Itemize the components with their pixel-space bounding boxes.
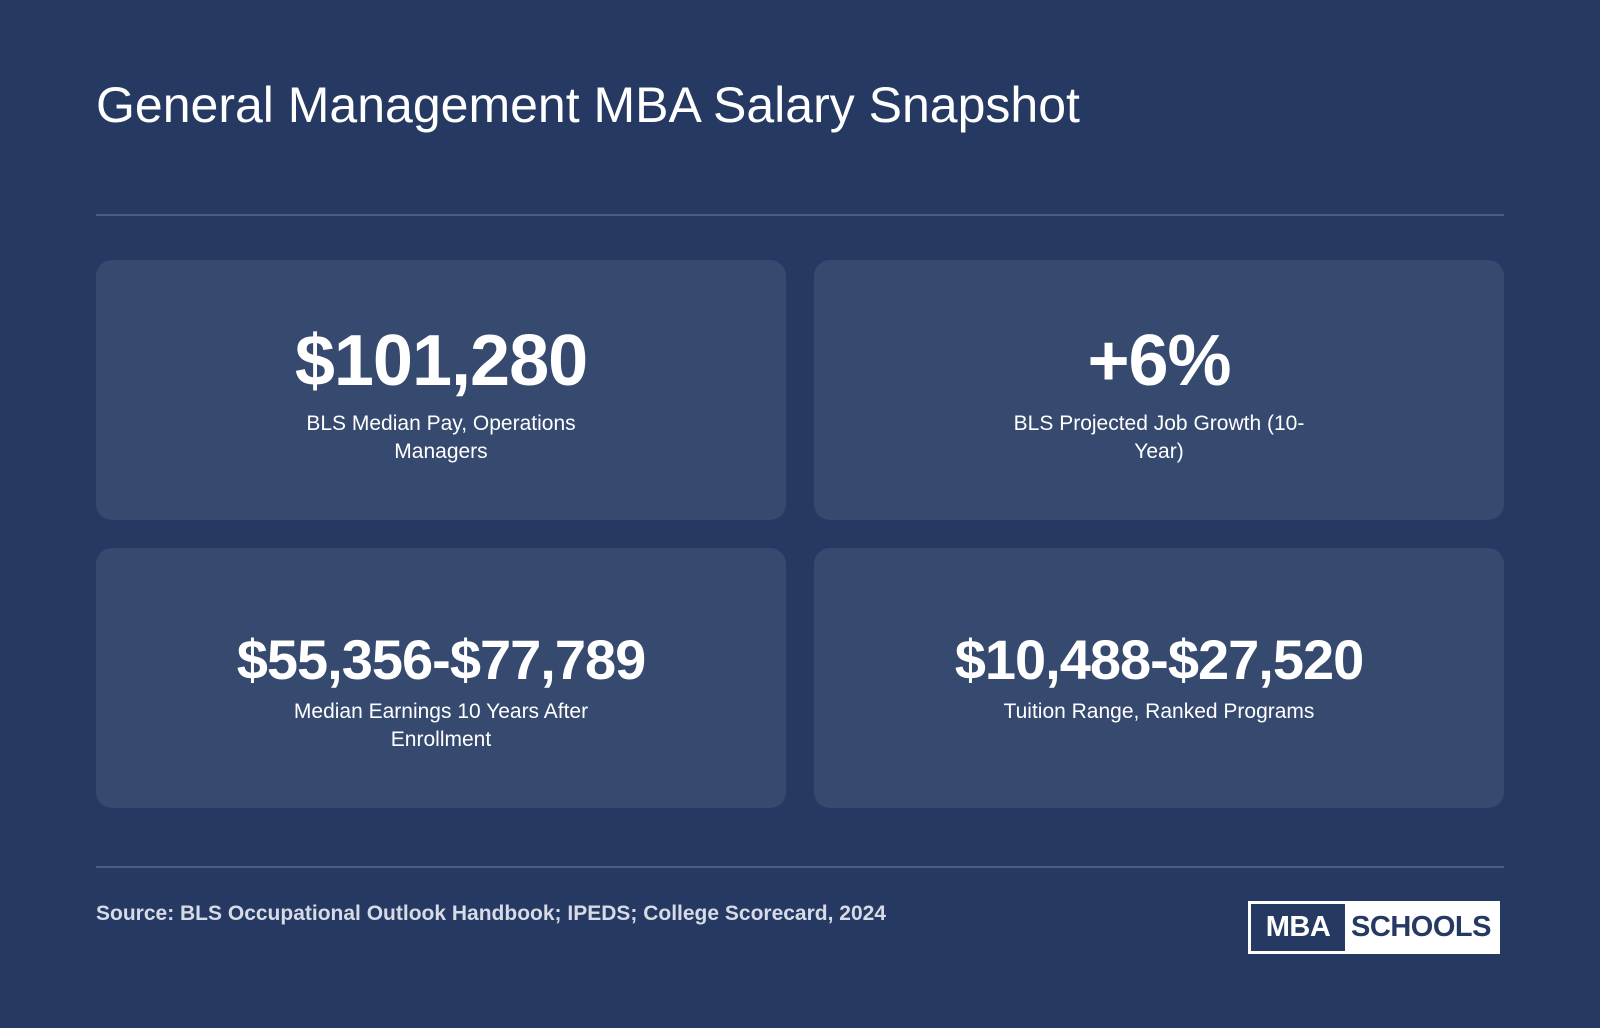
stats-grid: $101,280 BLS Median Pay, Operations Mana… (96, 260, 1504, 808)
stat-label: Median Earnings 10 Years After Enrollmen… (293, 700, 589, 751)
stat-value: +6% (1087, 321, 1231, 401)
stat-card-tuition-range: $10,488-$27,520 Tuition Range, Ranked Pr… (814, 548, 1504, 808)
stat-label: Tuition Range, Ranked Programs (1003, 700, 1315, 723)
header-divider (96, 214, 1504, 216)
page-title: General Management MBA Salary Snapshot (96, 77, 1080, 133)
footer-divider (96, 866, 1504, 868)
stat-label: BLS Projected Job Growth (10-Year) (1013, 412, 1305, 463)
stat-card-median-pay: $101,280 BLS Median Pay, Operations Mana… (96, 260, 786, 520)
mba-schools-logo: MBA SCHOOLS (1248, 901, 1500, 954)
stat-value: $55,356-$77,789 (236, 628, 647, 691)
stat-card-median-earnings: $55,356-$77,789 Median Earnings 10 Years… (96, 548, 786, 808)
stat-value: $101,280 (294, 321, 588, 401)
logo-mba-text: MBA (1251, 904, 1345, 951)
stat-card-job-growth: +6% BLS Projected Job Growth (10-Year) (814, 260, 1504, 520)
source-note: Source: BLS Occupational Outlook Handboo… (96, 902, 887, 925)
stat-label: BLS Median Pay, Operations Managers (306, 412, 576, 463)
logo-schools-text: SCHOOLS (1345, 904, 1497, 951)
stat-value: $10,488-$27,520 (954, 628, 1365, 691)
